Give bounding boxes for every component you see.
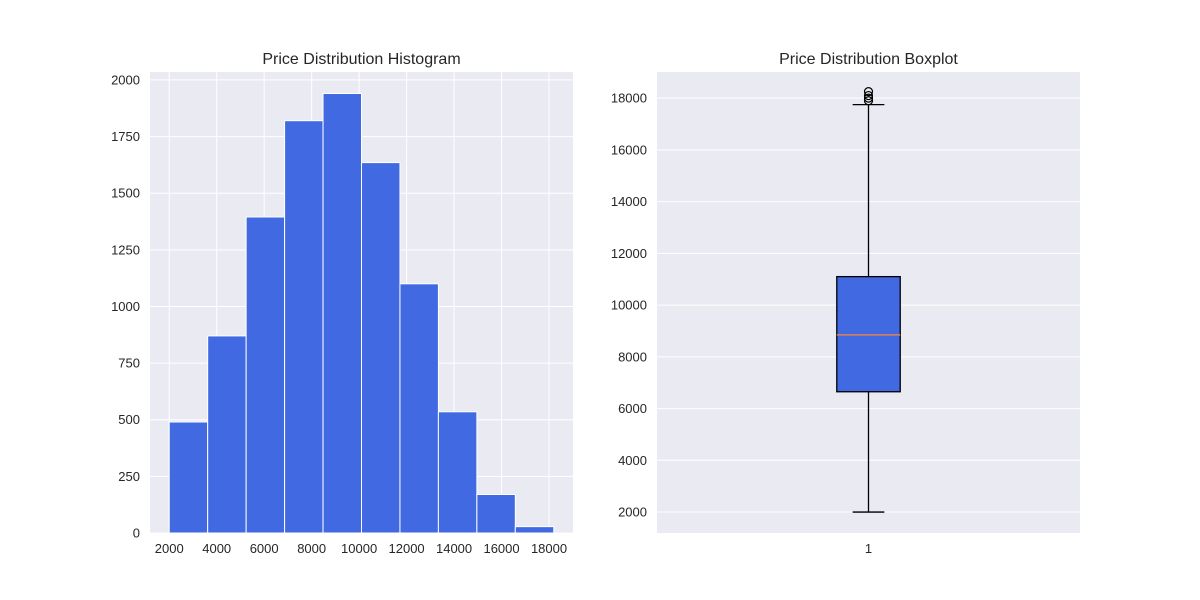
histogram-y-tick-label: 750 — [118, 356, 140, 371]
boxplot-marks — [836, 87, 901, 513]
boxplot-outlier-point — [863, 93, 874, 103]
boxplot-y-tick-label: 8000 — [618, 349, 647, 364]
boxplot-y-tick-label: 6000 — [618, 401, 647, 416]
histogram-y-tick-label: 1750 — [111, 129, 140, 144]
histogram-bar — [476, 493, 516, 534]
histogram-x-tick-label: 10000 — [341, 541, 377, 556]
boxplot-y-tick-label: 10000 — [611, 298, 647, 313]
histogram-bar — [284, 120, 324, 534]
histogram-x-tick-labels: 2000 4000 6000 8000 10000 12000 14000 16000 1800… — [155, 541, 567, 556]
histogram-title: Price Distribution Histogram — [262, 51, 460, 68]
boxplot-y-tick-label: 12000 — [611, 246, 647, 261]
histogram-x-tick-label: 14000 — [436, 541, 472, 556]
boxplot-y-tick-labels: 2000 4000 6000 8000 10000 12000 14000 16000 1800… — [611, 91, 647, 520]
boxplot-outlier-point — [863, 87, 874, 97]
histogram-bar — [514, 526, 555, 534]
boxplot-panel: 1 2000 4000 6000 8000 10000 12000 14000 16000 18… — [611, 51, 1080, 556]
histogram-x-tick-label: 8000 — [297, 541, 326, 556]
histogram-x-tick-label: 16000 — [483, 541, 519, 556]
boxplot-y-tick-label: 4000 — [618, 453, 647, 468]
histogram-bars — [168, 93, 555, 534]
histogram-panel: 2000 4000 6000 8000 10000 12000 14000 16000 1800… — [111, 51, 573, 556]
histogram-y-tick-label: 500 — [118, 412, 140, 427]
histogram-x-tick-label: 2000 — [155, 541, 184, 556]
histogram-bar — [437, 411, 478, 534]
histogram-y-tick-label: 1000 — [111, 299, 140, 314]
histogram-y-tick-label: 2000 — [111, 72, 140, 87]
boxplot-y-tick-label: 16000 — [611, 142, 647, 157]
histogram-y-tick-label: 0 — [133, 526, 140, 541]
boxplot-x-tick-label: 1 — [865, 541, 872, 556]
histogram-y-tick-label: 1250 — [111, 242, 140, 257]
histogram-x-tick-label: 12000 — [389, 541, 425, 556]
histogram-y-tick-labels: 0 250 500 750 1000 1250 1500 1750 2000 — [111, 72, 140, 540]
boxplot-x-tick-labels: 1 — [865, 541, 872, 556]
histogram-bar — [207, 335, 247, 534]
boxplot-title: Price Distribution Boxplot — [779, 51, 958, 68]
boxplot-outlier-point — [863, 90, 874, 101]
histogram-bar — [361, 162, 401, 534]
boxplot-y-tick-label: 2000 — [618, 505, 647, 520]
boxplot-outlier-point — [863, 96, 874, 106]
boxplot-y-tick-label: 18000 — [611, 91, 647, 106]
boxplot-y-tick-label: 14000 — [611, 194, 647, 209]
histogram-bar — [168, 421, 209, 534]
histogram-bar — [399, 283, 439, 534]
histogram-y-tick-label: 250 — [118, 469, 140, 484]
histogram-y-tick-label: 1500 — [111, 186, 140, 201]
histogram-x-tick-label: 4000 — [202, 541, 231, 556]
histogram-x-tick-label: 18000 — [531, 541, 567, 556]
histogram-bar — [245, 216, 286, 534]
histogram-x-tick-label: 6000 — [250, 541, 279, 556]
histogram-bar — [322, 93, 362, 534]
